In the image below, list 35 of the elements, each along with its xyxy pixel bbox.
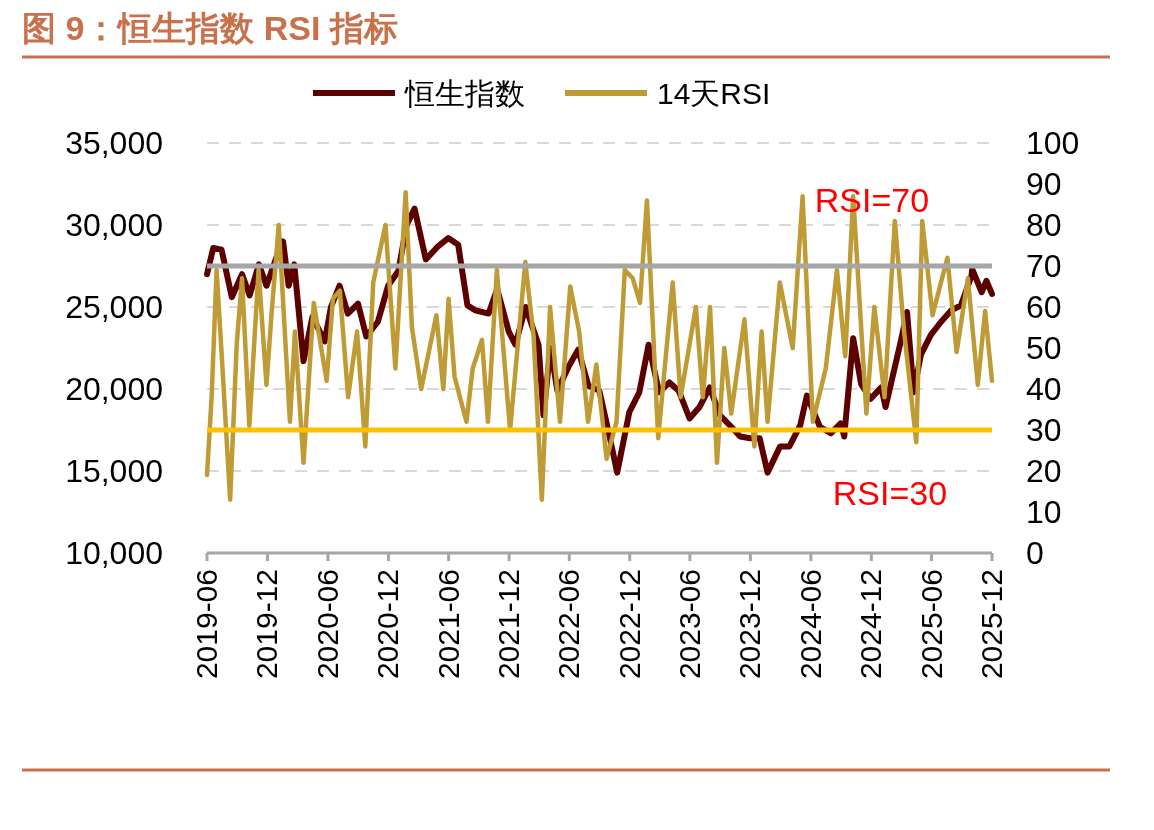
y2-tick-label: 50 [1026, 330, 1062, 366]
y2-tick-label: 30 [1026, 412, 1062, 448]
x-tick-label: 2022-06 [552, 569, 586, 680]
x-tick-label: 2023-12 [733, 569, 767, 680]
y2-tick-label: 40 [1026, 371, 1062, 407]
y2-tick-label: 20 [1026, 453, 1062, 489]
x-tick-label: 2025-06 [914, 569, 948, 680]
y-tick-label: 15,000 [65, 453, 163, 489]
y2-tick-label: 70 [1026, 248, 1062, 284]
x-tick-label: 2024-06 [793, 569, 827, 680]
y-tick-label: 10,000 [65, 535, 163, 571]
y2-tick-label: 0 [1026, 535, 1044, 571]
legend-label: 恒生指数 [404, 77, 525, 110]
y-tick-label: 20,000 [65, 371, 163, 407]
x-tick-label: 2024-12 [854, 569, 888, 680]
chart-title: 图 9：恒生指数 RSI 指标 [22, 9, 398, 47]
y-tick-label: 30,000 [65, 207, 163, 243]
y2-tick-label: 10 [1026, 494, 1062, 530]
y2-tick-label: 60 [1026, 289, 1062, 325]
legend-label: 14天RSI [657, 77, 771, 110]
x-tick-label: 2025-12 [975, 569, 1008, 680]
x-tick-label: 2019-12 [250, 569, 284, 680]
y2-tick-label: 90 [1026, 166, 1062, 202]
x-tick-label: 2023-06 [672, 569, 706, 680]
y-tick-label: 25,000 [65, 289, 163, 325]
x-tick-label: 2020-06 [310, 569, 344, 680]
y2-tick-label: 80 [1026, 207, 1062, 243]
y2-tick-label: 100 [1026, 125, 1080, 161]
ref-line-label: RSI=30 [832, 474, 948, 512]
y-tick-label: 35,000 [65, 125, 163, 161]
x-tick-label: 2019-06 [190, 569, 223, 680]
x-tick-label: 2021-12 [492, 569, 526, 680]
x-tick-label: 2020-12 [371, 569, 405, 680]
x-tick-label: 2021-06 [431, 569, 465, 680]
x-tick-label: 2022-12 [612, 569, 646, 680]
